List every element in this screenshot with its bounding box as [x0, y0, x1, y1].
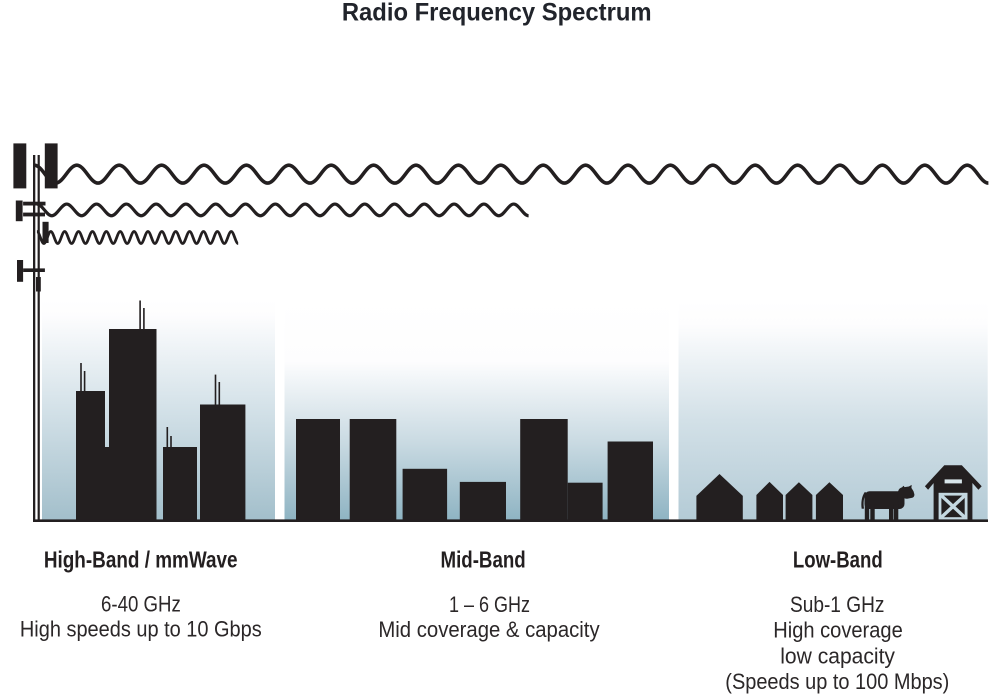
- svg-text:Mid coverage & capacity: Mid coverage & capacity: [378, 617, 600, 642]
- svg-text:Mid-Band: Mid-Band: [441, 548, 526, 573]
- svg-text:(Speeds up to 100 Mbps): (Speeds up to 100 Mbps): [725, 670, 949, 694]
- svg-text:1 – 6 GHz: 1 – 6 GHz: [449, 593, 530, 617]
- svg-text:High speeds up to 10 Gbps: High speeds up to 10 Gbps: [20, 617, 262, 641]
- svg-text:Low-Band: Low-Band: [793, 548, 883, 573]
- svg-text:low capacity: low capacity: [780, 643, 895, 669]
- svg-text:Radio Frequency Spectrum: Radio Frequency Spectrum: [342, 0, 652, 27]
- svg-text:High coverage: High coverage: [773, 618, 902, 643]
- svg-text:6-40 GHz: 6-40 GHz: [101, 592, 181, 617]
- svg-text:Sub-1 GHz: Sub-1 GHz: [790, 592, 884, 617]
- svg-text:High-Band / mmWave: High-Band / mmWave: [44, 548, 238, 573]
